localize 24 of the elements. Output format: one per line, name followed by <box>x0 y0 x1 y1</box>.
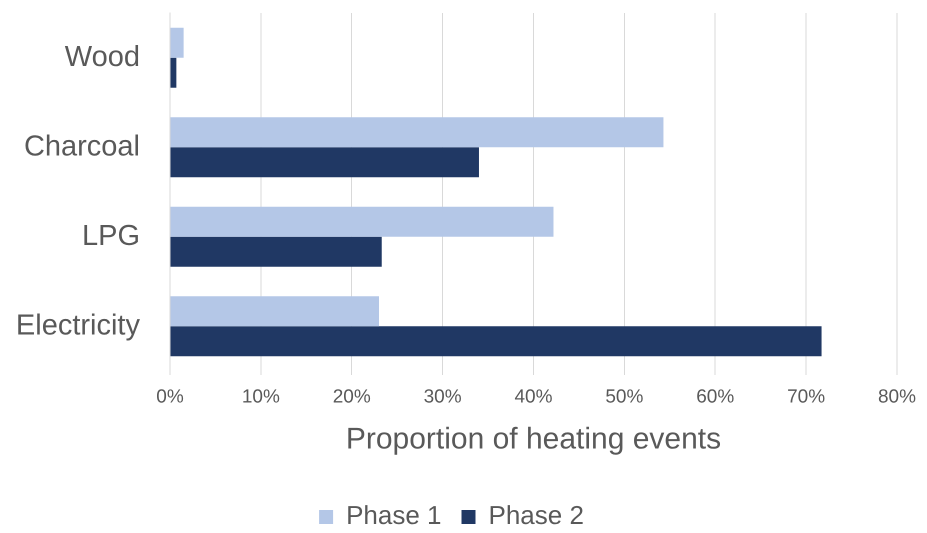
y-tick-label: Charcoal <box>24 130 140 162</box>
bar <box>170 296 380 326</box>
bar <box>170 147 479 178</box>
x-tick-label: 80% <box>878 386 916 408</box>
x-tick-label: 20% <box>332 386 371 408</box>
bar <box>170 58 176 88</box>
bar <box>170 236 382 267</box>
bar <box>170 28 184 58</box>
bar <box>170 326 822 356</box>
x-tick-label: 30% <box>424 386 462 408</box>
x-tick-label: 40% <box>514 386 553 408</box>
x-tick-label: 70% <box>787 386 826 408</box>
x-tick-label: 10% <box>242 386 280 408</box>
x-axis-title: Proportion of heating events <box>346 422 722 456</box>
x-tick-label: 0% <box>156 386 184 408</box>
y-tick-label: Electricity <box>16 309 140 342</box>
legend-label: Phase 2 <box>488 500 584 530</box>
x-tick-label: 60% <box>696 386 734 408</box>
bar <box>170 206 554 237</box>
y-tick-label: LPG <box>82 220 140 252</box>
bar <box>170 117 664 148</box>
x-tick-label: 50% <box>605 386 644 408</box>
legend-label: Phase 1 <box>346 500 442 530</box>
y-tick-label: Wood <box>64 40 140 73</box>
